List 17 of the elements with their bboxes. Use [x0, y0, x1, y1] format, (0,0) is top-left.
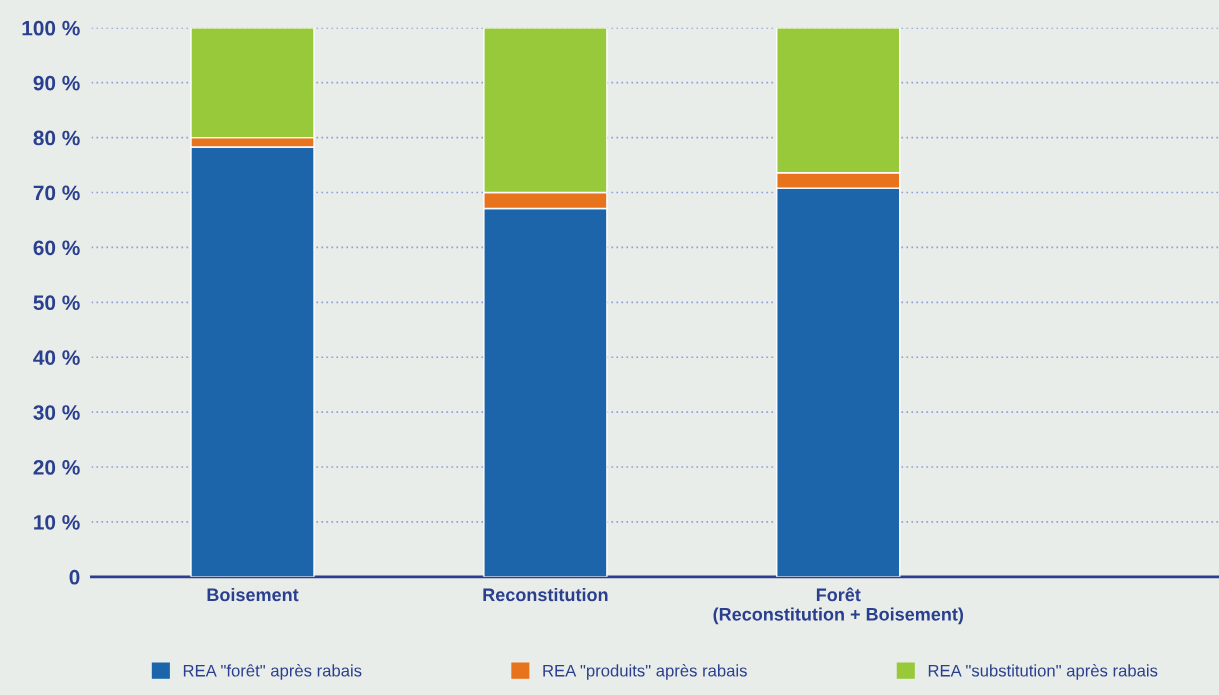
y-tick-label: 70 % [33, 185, 80, 201]
y-tick-label: 30 % [33, 405, 80, 420]
x-tick-label: Reconstitution [483, 587, 608, 602]
y-tick-label: 50 % [33, 295, 80, 311]
y-tick-label: 90 % [33, 75, 80, 91]
y-tick-label: 100 % [22, 20, 80, 36]
x-tick-label: Boisement [207, 587, 299, 602]
legend-label: REA "forêt" après rabais [183, 664, 362, 680]
legend-label: REA "produits" après rabais [543, 664, 747, 680]
y-tick-label: 80 % [33, 130, 80, 146]
y-tick-label: 40 % [33, 350, 80, 365]
y-tick-label: 10 % [34, 514, 80, 530]
y-tick-label: 20 % [33, 460, 80, 475]
x-tick-label: Forêt (Reconstitution + Boisement) [713, 587, 964, 625]
legend-label: REA "substitution" après rabais [928, 664, 1158, 680]
y-tick-label: 60 % [33, 240, 80, 256]
y-tick-label: 0 [69, 569, 80, 585]
